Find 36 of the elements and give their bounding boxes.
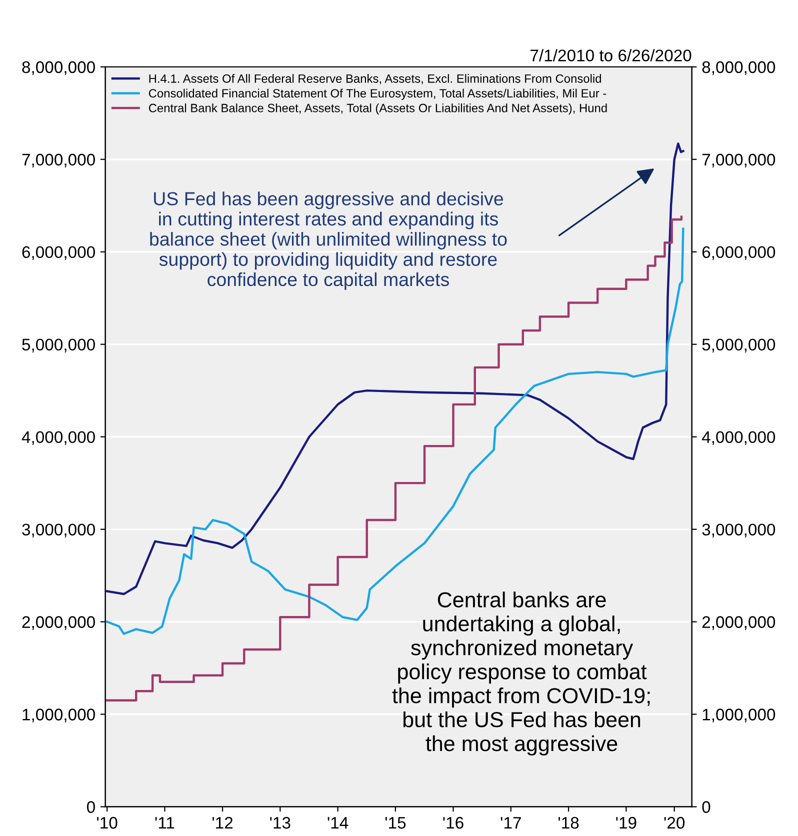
y2-tick-label: 3,000,000 — [702, 524, 776, 538]
y-tick-label: 2,000,000 — [22, 616, 95, 630]
y-tick-label: 5,000,000 — [22, 338, 95, 352]
x-tick-label: '10 — [97, 816, 118, 829]
y-tick-label: 4,000,000 — [22, 431, 95, 445]
y2-tick-label: 0 — [702, 801, 710, 813]
y2-tick-label: 6,000,000 — [702, 246, 776, 260]
x-tick-label: '19 — [616, 816, 636, 829]
y2-tick-label: 5,000,000 — [702, 338, 776, 352]
annotation: Central banks are undertaking a global, synchronized monetary policy response to combat the impact from COVID-19; but the US Fed has been the most aggressive — [392, 592, 650, 756]
y-tick-label: 1,000,000 — [22, 708, 95, 722]
x-tick-label: '15 — [385, 817, 406, 829]
y2-tick-label: 2,000,000 — [702, 616, 776, 630]
x-tick-label: '14 — [328, 817, 348, 829]
y-tick-label: 0 — [86, 801, 95, 813]
y-tick-label: 3,000,000 — [22, 524, 95, 538]
legend-label: Central Bank Balance Sheet, Assets, Total (Assets Or Liabilities And Net Assets), Hund — [148, 103, 607, 115]
y2-tick-label: 1,000,000 — [702, 708, 776, 722]
line-series — [106, 228, 684, 635]
y2-tick-label: 8,000,000 — [702, 61, 776, 76]
y-tick-label: 8,000,000 — [22, 61, 95, 76]
y-tick-label: 7,000,000 — [22, 154, 95, 168]
y-tick-label: 6,000,000 — [22, 246, 95, 260]
legend-label: H.4.1. Assets Of All Federal Reserve Banks, Assets, Excl. Eliminations From Consolid — [149, 74, 601, 84]
y2-tick-label: 7,000,000 — [702, 154, 776, 168]
x-tick-label: '11 — [155, 817, 174, 829]
text: 7/1/2010 to 6/26/2020 — [530, 49, 692, 62]
x-tick-label: '12 — [212, 816, 233, 829]
x-tick-label: '20 — [664, 816, 685, 829]
x-tick-label: '17 — [500, 817, 521, 829]
annotation: US Fed has been aggressive and decisive in cutting interest rates and expanding its balance sheet (with unlimited willingness to support) to providing liquidity and restore confidence to capital markets — [150, 192, 507, 290]
y2-tick-label: 4,000,000 — [702, 431, 776, 445]
x-tick-label: '16 — [443, 816, 464, 829]
legend-label: Consolidated Financial Statement Of The Eurosystem, Total Assets/Liabilities, Mil Eur - — [148, 88, 606, 100]
x-tick-label: '18 — [558, 816, 579, 829]
x-tick-label: '13 — [270, 816, 290, 829]
